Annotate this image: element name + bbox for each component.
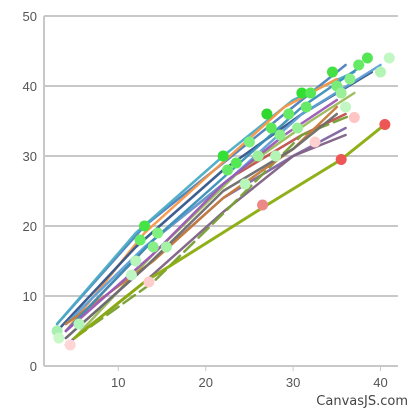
chart-credit[interactable]: CanvasJS.com [316, 394, 408, 409]
data-point-13 [217, 150, 229, 162]
data-point-3 [64, 339, 76, 351]
data-point-21 [265, 122, 277, 134]
data-point-37 [353, 59, 365, 71]
data-point-40 [379, 119, 391, 130]
data-point-14 [222, 164, 234, 176]
data-point-5 [125, 269, 137, 281]
data-point-26 [296, 87, 308, 99]
x-tick-label: 30 [286, 375, 300, 390]
data-point-34 [340, 101, 352, 113]
data-point-8 [143, 276, 155, 288]
data-point-32 [335, 87, 347, 99]
data-point-15 [230, 157, 242, 169]
x-tick-label: 40 [373, 375, 387, 390]
y-tick-label: 50 [23, 9, 37, 24]
data-point-23 [274, 129, 286, 141]
data-point-33 [335, 154, 347, 165]
series-line-2 [64, 112, 347, 333]
data-point-35 [344, 73, 356, 85]
axes [43, 16, 382, 371]
data-point-25 [291, 122, 303, 134]
data-point-7 [139, 220, 151, 232]
data-point-39 [375, 66, 387, 78]
data-point-12 [130, 255, 142, 267]
series-line-12 [64, 105, 339, 326]
data-point-22 [270, 150, 282, 162]
data-point-6 [134, 234, 146, 246]
data-point-19 [257, 199, 269, 211]
series-lines [55, 63, 387, 347]
series-line-13 [64, 112, 339, 340]
data-point-9 [147, 241, 159, 253]
series-line-4 [64, 126, 347, 340]
data-point-16 [239, 178, 251, 190]
data-point-29 [309, 136, 321, 148]
data-points [51, 52, 395, 351]
y-tick-label: 0 [30, 359, 37, 374]
data-point-38 [361, 52, 373, 64]
tick-labels: 0 10 20 30 40 50 10 20 30 40 [23, 9, 388, 390]
data-point-24 [283, 108, 295, 120]
data-point-20 [261, 108, 273, 120]
data-point-28 [305, 87, 317, 99]
data-point-27 [300, 101, 312, 113]
data-point-17 [243, 136, 255, 148]
y-tick-label: 40 [23, 79, 37, 94]
data-point-4 [73, 318, 85, 330]
x-tick-label: 10 [111, 375, 125, 390]
data-point-41 [383, 52, 395, 64]
data-point-10 [152, 227, 164, 239]
data-point-18 [252, 150, 264, 162]
y-tick-label: 10 [23, 289, 37, 304]
y-tick-label: 20 [23, 219, 37, 234]
series-line-15 [64, 98, 339, 333]
x-tick-label: 20 [198, 375, 212, 390]
data-point-2 [53, 332, 65, 344]
data-point-36 [348, 112, 360, 123]
y-tick-label: 30 [23, 149, 37, 164]
series-line-11 [64, 63, 382, 326]
data-point-11 [160, 241, 172, 253]
data-point-30 [326, 66, 338, 78]
